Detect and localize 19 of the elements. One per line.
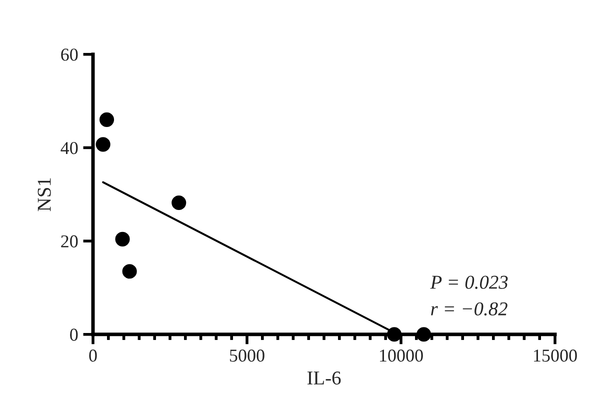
x-tick-label: 15000: [534, 350, 577, 362]
x-tick-label: 5000: [230, 350, 264, 362]
y-axis-title: NS1: [38, 178, 51, 212]
point: [387, 327, 402, 342]
x-tick-label: 10000: [380, 350, 423, 362]
y-tick-label: 60: [61, 48, 78, 61]
point: [416, 327, 432, 342]
point: [122, 264, 137, 279]
x-axis-title: IL-6: [307, 372, 341, 385]
annotation: r = −0.82: [431, 302, 508, 316]
y-tick-label: 40: [60, 142, 78, 154]
point: [96, 137, 110, 152]
annotation: P = 0.023: [430, 276, 508, 289]
point: [99, 112, 114, 127]
point: [172, 195, 186, 210]
y-tick-label: 0: [70, 328, 78, 341]
x-tick-label: 0: [89, 350, 97, 362]
point: [115, 232, 130, 246]
y-tick-label: 20: [61, 235, 78, 248]
